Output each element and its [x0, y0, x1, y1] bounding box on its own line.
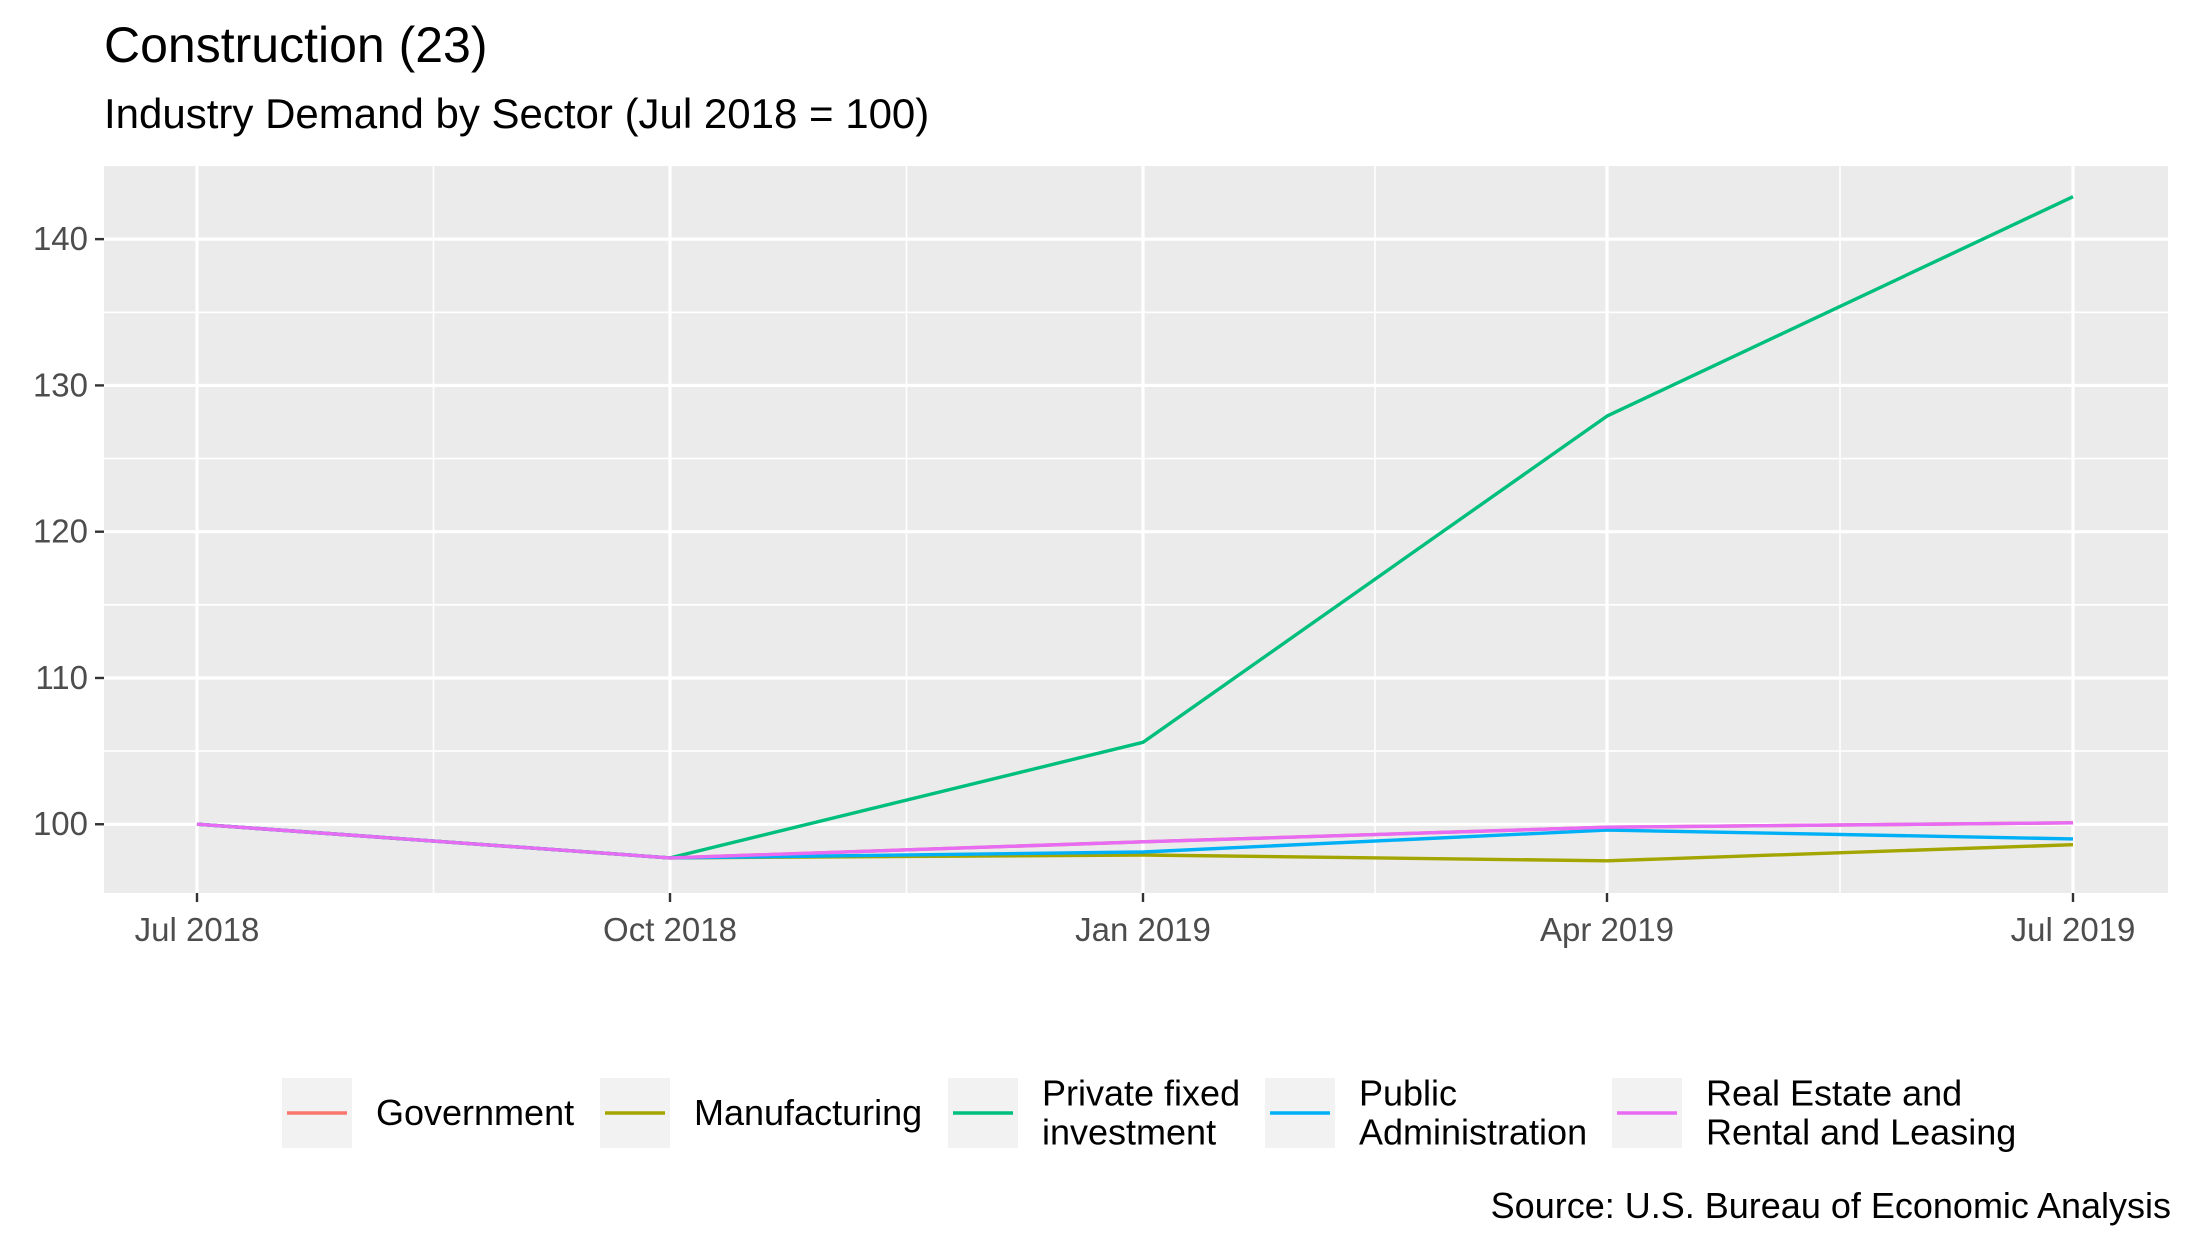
legend-label: Rental and Leasing [1706, 1112, 2016, 1153]
y-axis: 100 110 120 130 140 [33, 220, 104, 842]
legend-label: investment [1042, 1112, 1216, 1153]
x-axis: Jul 2018 Oct 2018 Jan 2019 Apr 2019 Jul 2019 [135, 893, 2136, 948]
x-tick-label: Jul 2018 [135, 911, 260, 948]
y-tick-label: 100 [33, 805, 88, 842]
x-tick-label: Oct 2018 [603, 911, 737, 948]
series-lines [196, 195, 2074, 863]
chart-title: Construction (23) [104, 17, 488, 73]
plot-panel [104, 166, 2168, 893]
y-tick-label: 110 [35, 659, 88, 696]
legend-label: Manufacturing [694, 1092, 922, 1133]
legend-label: Administration [1359, 1112, 1587, 1153]
series-line-real-estate-and-rental-and-leasing [196, 821, 2074, 860]
legend-label: Government [376, 1092, 574, 1133]
legend-label: Public [1359, 1073, 1457, 1114]
y-tick-label: 140 [33, 220, 88, 257]
y-tick-label: 130 [33, 366, 88, 403]
source-caption: Source: U.S. Bureau of Economic Analysis [1490, 1185, 2171, 1226]
y-tick-label: 120 [33, 513, 88, 550]
x-tick-label: Apr 2019 [1540, 911, 1674, 948]
legend-label: Real Estate and [1706, 1073, 1962, 1114]
x-tick-label: Jan 2019 [1075, 911, 1211, 948]
x-tick-label: Jul 2019 [2011, 911, 2136, 948]
legend: Government Manufacturing Private fixedinve… [282, 1073, 2016, 1153]
legend-label: Private fixed [1042, 1073, 1240, 1114]
chart-subtitle: Industry Demand by Sector (Jul 2018 = 10… [104, 90, 930, 137]
